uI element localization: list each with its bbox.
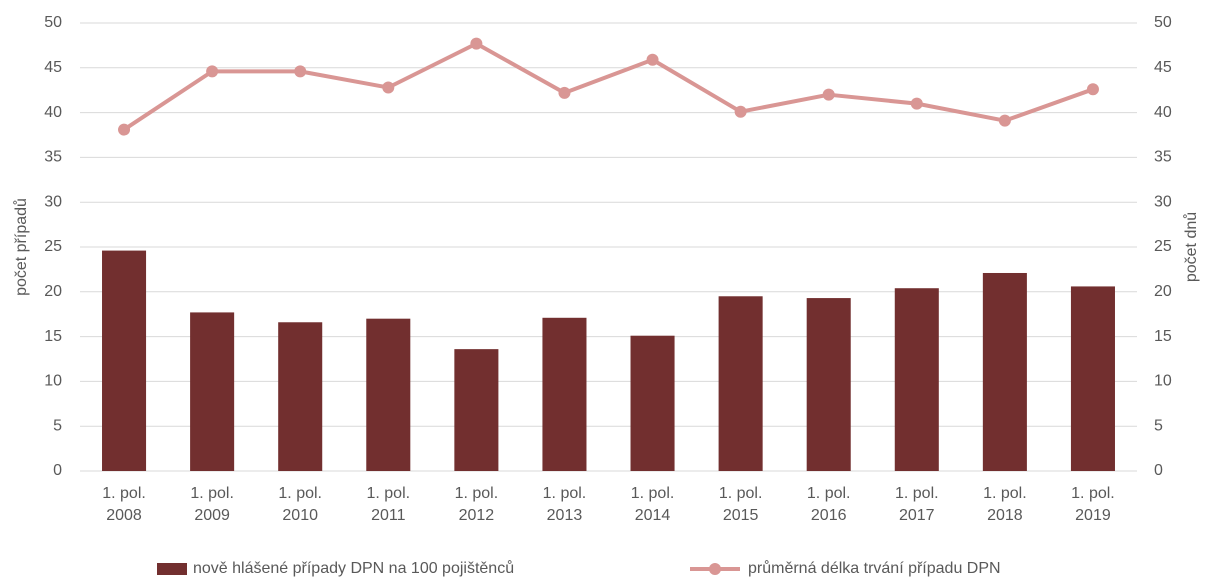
bar [1070, 286, 1115, 471]
y2-tick-label: 30 [1154, 193, 1172, 210]
y-tick-label: 40 [44, 104, 62, 121]
y2-tick-label: 40 [1154, 104, 1172, 121]
bar [102, 250, 147, 471]
x-tick-label: 1. pol. 2012 [454, 485, 499, 524]
x-tick-label: 1. pol. 2009 [190, 485, 234, 524]
line-point [382, 81, 395, 94]
line-point [910, 97, 923, 110]
legend-marker [709, 563, 721, 575]
line-point [470, 37, 483, 50]
bar [806, 298, 851, 471]
x-tick-label: 1. pol. 2017 [894, 485, 939, 524]
bar [278, 322, 323, 471]
y2-tick-label: 25 [1154, 238, 1172, 255]
bar [982, 272, 1027, 471]
y-tick-label: 25 [44, 238, 62, 255]
y-tick-label: 35 [44, 149, 62, 166]
line-point [998, 114, 1011, 127]
x-tick-label: 1. pol. 2011 [366, 485, 411, 524]
y-axis-label: počet případů [12, 198, 30, 296]
bar [542, 317, 587, 471]
x-tick-label: 1. pol. 2013 [542, 485, 587, 524]
bar [630, 335, 675, 471]
legend-label: průměrná délka trvání případu DPN [748, 559, 1001, 577]
y2-tick-label: 45 [1154, 59, 1172, 76]
y-tick-label: 15 [44, 328, 62, 345]
x-tick-label: 1. pol. 2010 [278, 485, 322, 524]
bar [190, 312, 235, 471]
x-tick-label: 1. pol. 2018 [983, 485, 1027, 524]
y-tick-label: 5 [53, 417, 62, 434]
y-tick-label: 45 [44, 59, 62, 76]
y2-axis-label: počet dnů [1182, 212, 1200, 282]
x-tick-label: 1. pol. 2014 [630, 485, 675, 524]
y2-tick-label: 20 [1154, 283, 1172, 300]
line-point [206, 65, 219, 78]
legend-swatch [157, 563, 187, 575]
x-tick-label: 1. pol. 2019 [1071, 485, 1115, 524]
line-point [822, 88, 835, 101]
line-point [646, 53, 659, 66]
x-tick-label: 1. pol. 2016 [806, 485, 851, 524]
line-point [1086, 83, 1099, 96]
y2-tick-label: 5 [1154, 417, 1163, 434]
y2-tick-label: 0 [1154, 462, 1163, 479]
bar [366, 318, 411, 471]
line-point [118, 123, 131, 136]
y-tick-label: 0 [53, 462, 62, 479]
y2-tick-label: 50 [1154, 14, 1172, 31]
bar [894, 288, 939, 471]
legend-label: nově hlášené případy DPN na 100 pojištěn… [193, 559, 514, 577]
y2-tick-label: 10 [1154, 373, 1172, 390]
bar [454, 349, 499, 471]
x-tick-label: 1. pol. 2008 [102, 485, 146, 524]
x-tick-label: 1. pol. 2015 [718, 485, 763, 524]
y2-tick-label: 15 [1154, 328, 1172, 345]
y-tick-label: 30 [44, 193, 62, 210]
line [122, 41, 1094, 132]
line-point [734, 105, 747, 118]
y-tick-label: 50 [44, 14, 62, 31]
line-point [294, 65, 307, 78]
y-tick-label: 20 [44, 283, 62, 300]
line-point [558, 86, 571, 99]
bar [718, 296, 763, 471]
y2-tick-label: 35 [1154, 149, 1172, 166]
y-tick-label: 10 [44, 373, 62, 390]
